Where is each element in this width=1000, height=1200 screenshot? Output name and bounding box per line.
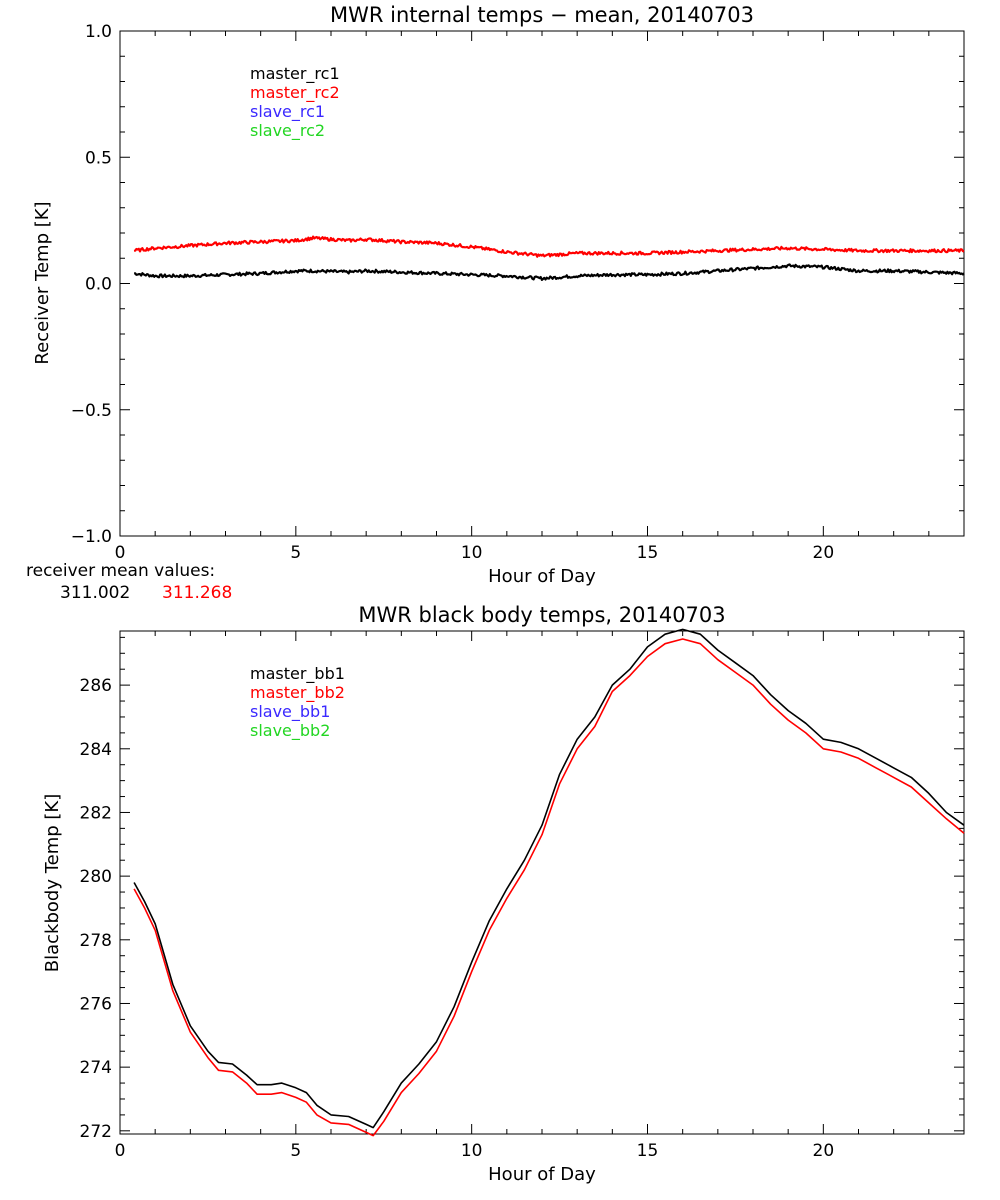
- y-tick-label: 1.0: [85, 22, 112, 42]
- y-tick-label: 284: [80, 740, 112, 760]
- blackbody-chart-xlabel: Hour of Day: [488, 1164, 596, 1185]
- x-tick-label: 20: [813, 543, 835, 563]
- x-tick-label: 0: [115, 543, 126, 563]
- legend-entry-master_rc2: master_rc2: [250, 83, 340, 103]
- series-line-master_bb1: [133, 628, 965, 1129]
- legend-entry-master_bb2: master_bb2: [250, 683, 345, 703]
- receiver-mean-label: receiver mean values:: [26, 561, 215, 581]
- x-tick-label: 5: [290, 1141, 301, 1161]
- y-tick-label: −0.5: [71, 401, 112, 421]
- y-tick-label: 282: [80, 803, 112, 823]
- y-tick-label: 278: [80, 931, 112, 951]
- legend-entry-slave_rc1: slave_rc1: [250, 102, 325, 122]
- series-line-master_rc2: [133, 235, 965, 258]
- receiver-mean-value-2: 311.268: [162, 583, 232, 603]
- receiver-chart: MWR internal temps − mean, 20140703 Hour…: [26, 3, 965, 603]
- blackbody-chart: MWR black body temps, 20140703 Hour of D…: [42, 603, 965, 1185]
- x-tick-label: 10: [461, 543, 483, 563]
- x-tick-label: 5: [290, 543, 301, 563]
- y-tick-label: 286: [80, 676, 112, 696]
- y-tick-label: 0.0: [85, 275, 112, 295]
- x-tick-label: 0: [115, 1141, 126, 1161]
- y-tick-label: −1.0: [71, 527, 112, 547]
- x-tick-label: 15: [637, 1141, 659, 1161]
- y-tick-label: 276: [80, 994, 112, 1014]
- x-tick-label: 10: [461, 1141, 483, 1161]
- x-tick-label: 20: [813, 1141, 835, 1161]
- blackbody-chart-ylabel: Blackbody Temp [K]: [42, 794, 63, 972]
- y-tick-label: 272: [80, 1122, 112, 1142]
- legend-entry-slave_rc2: slave_rc2: [250, 121, 325, 141]
- receiver-chart-xlabel: Hour of Day: [488, 566, 596, 587]
- series-line-master_rc1: [134, 263, 965, 281]
- receiver-mean-value-1: 311.002: [60, 583, 130, 603]
- legend-entry-slave_bb2: slave_bb2: [250, 721, 330, 741]
- series-line-master_bb2: [133, 638, 965, 1137]
- legend-entry-master_rc1: master_rc1: [250, 64, 340, 84]
- receiver-chart-title: MWR internal temps − mean, 20140703: [330, 3, 754, 27]
- x-tick-label: 15: [637, 543, 659, 563]
- blackbody-chart-title: MWR black body temps, 20140703: [358, 603, 725, 627]
- legend-entry-master_bb1: master_bb1: [250, 664, 345, 684]
- y-tick-label: 274: [80, 1058, 112, 1078]
- y-tick-label: 0.5: [85, 148, 112, 168]
- receiver-chart-ylabel: Receiver Temp [K]: [32, 201, 53, 364]
- y-tick-label: 280: [80, 867, 112, 887]
- legend-entry-slave_bb1: slave_bb1: [250, 702, 330, 722]
